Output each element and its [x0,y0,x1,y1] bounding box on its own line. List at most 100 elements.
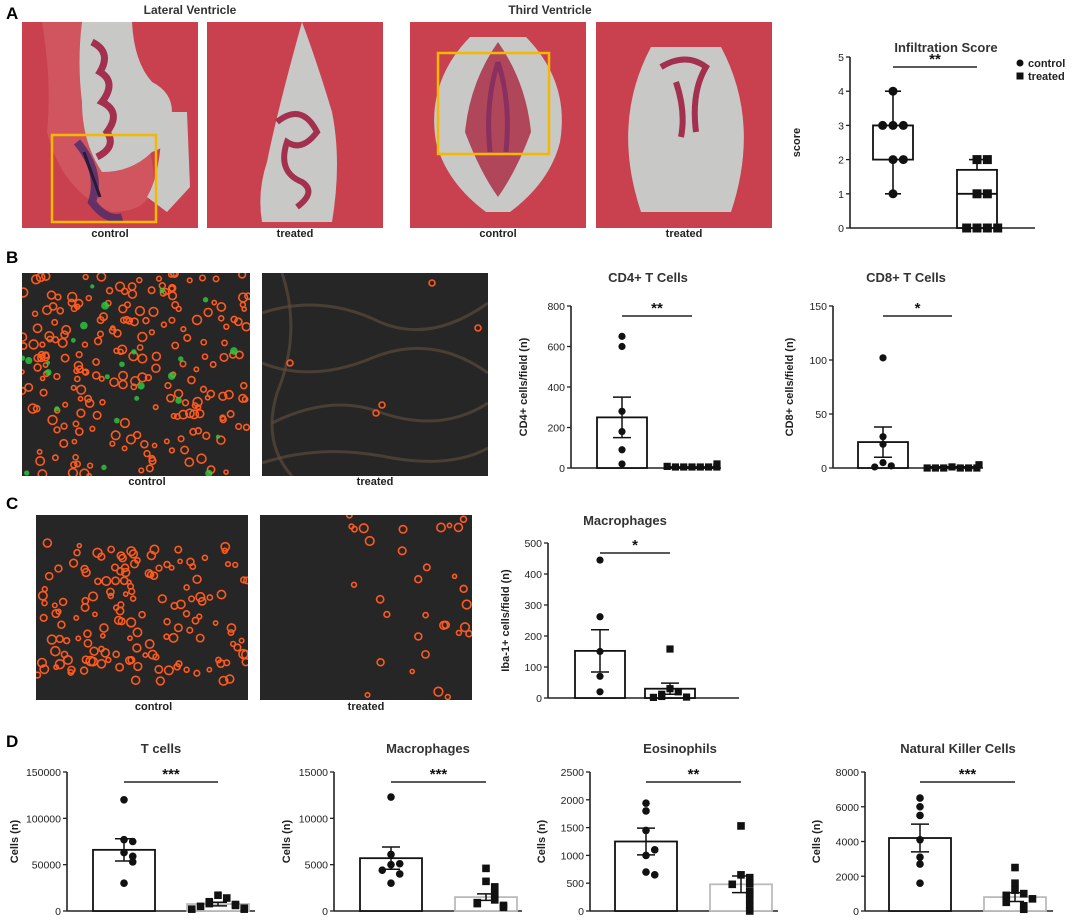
d_tcells-point-control [128,852,137,861]
cell-marker [143,449,151,458]
d_tcells-point-treated [187,905,196,913]
cell-marker [182,610,191,618]
cell-marker [201,353,209,360]
tissue-membrane [270,273,294,476]
cd4-point-treated [663,462,671,470]
cell-marker [175,305,182,313]
cell-marker [98,375,105,382]
cell-marker [79,468,90,476]
caption-b-control: control [128,476,166,488]
d_macro-point-control [378,866,387,875]
macrophages_c-ytick-label: 300 [524,600,542,612]
cell-marker [39,613,48,622]
cell-marker [76,384,87,395]
green-cell-marker [178,356,184,362]
cell-marker [22,342,28,350]
infiltration-point-treated [972,155,982,165]
cell-marker [42,362,49,369]
cell-marker [81,596,90,605]
cell-marker [218,675,229,686]
d_macro-point-control [387,793,395,801]
cell-marker [383,610,391,619]
cell-marker [193,669,201,677]
cell-marker [433,686,444,697]
cell-marker [92,358,100,366]
infiltration-point-treated [982,155,992,165]
cell-marker [22,332,28,342]
cell-marker [77,395,84,402]
cell-marker [186,626,194,634]
cell-marker [33,363,42,372]
infiltration-point-treated [993,223,1003,233]
cell-marker [71,438,78,445]
d_macro-ylabel: Cells (n) [281,819,293,863]
cell-marker [225,674,235,684]
cell-marker [32,404,41,413]
d_tcells-ylabel: Cells (n) [9,819,21,863]
green-cell-marker [202,297,209,303]
cell-marker [238,273,247,279]
d_eos-point-control [642,851,650,860]
cell-marker [414,632,423,641]
cell-marker [127,656,136,665]
cell-marker [229,640,237,648]
cell-marker [51,318,59,326]
cell-marker [28,339,39,350]
cell-marker [55,608,62,615]
cell-marker [22,287,29,298]
d_macro-significance-label: *** [430,766,448,783]
macrophages_c-point-treated [666,685,674,693]
cd8-title: CD8+ T Cells [866,270,946,285]
cell-marker [459,515,468,524]
d_macro-ytick-label: 0 [322,906,328,918]
cell-marker [53,372,61,381]
green-cell-marker [205,469,213,476]
d_tcells-point-treated [214,891,222,900]
cell-marker [37,353,46,363]
cd4-point-treated [671,463,680,471]
cell-marker [73,375,81,383]
d_nk-point-treated [1002,893,1011,901]
cell-marker [36,671,42,679]
cell-marker [149,544,160,555]
cell-marker [174,545,183,554]
cell-marker [72,420,80,428]
cell-marker [157,594,167,604]
cell-marker [422,563,431,572]
d_nk-ytick-label: 8000 [836,767,860,779]
panel-label-b: B [6,248,19,267]
cd4-point-control [618,407,626,415]
cell-marker [96,273,107,282]
cd8-point-control [879,433,887,441]
cell-marker [146,550,157,561]
cd8-point-control [879,354,887,362]
d_tcells-significance-label: *** [162,766,180,783]
cell-marker [132,643,142,653]
infiltration-title: Infiltration Score [894,40,997,55]
cell-marker [127,635,133,642]
cell-marker [92,611,98,618]
cd4-ytick-label: 400 [547,382,565,394]
cd8-ylabel: CD8+ cells/field (n) [784,337,796,436]
infiltration-ytick-label: 5 [838,52,844,64]
cell-marker [132,627,143,638]
d_macro-point-treated [473,899,482,908]
cell-marker [173,623,183,633]
cd4-ytick-label: 0 [559,463,565,475]
infiltration-box-treated [956,168,998,229]
cd4-point-control [618,446,626,454]
cell-marker [166,393,175,403]
d_eos-point-control [650,846,659,854]
cell-marker [73,548,81,557]
green-cell-marker [131,349,137,355]
d_eos-point-control [642,868,650,876]
cell-marker [30,274,42,285]
cell-marker [409,668,416,675]
d_nk-point-treated [1028,895,1037,903]
cell-marker [183,666,190,674]
cell-marker [168,316,176,324]
cell-marker [191,314,203,326]
green-cell-marker [215,434,221,439]
cell-marker [163,438,170,445]
d_eos-point-treated [745,873,754,882]
